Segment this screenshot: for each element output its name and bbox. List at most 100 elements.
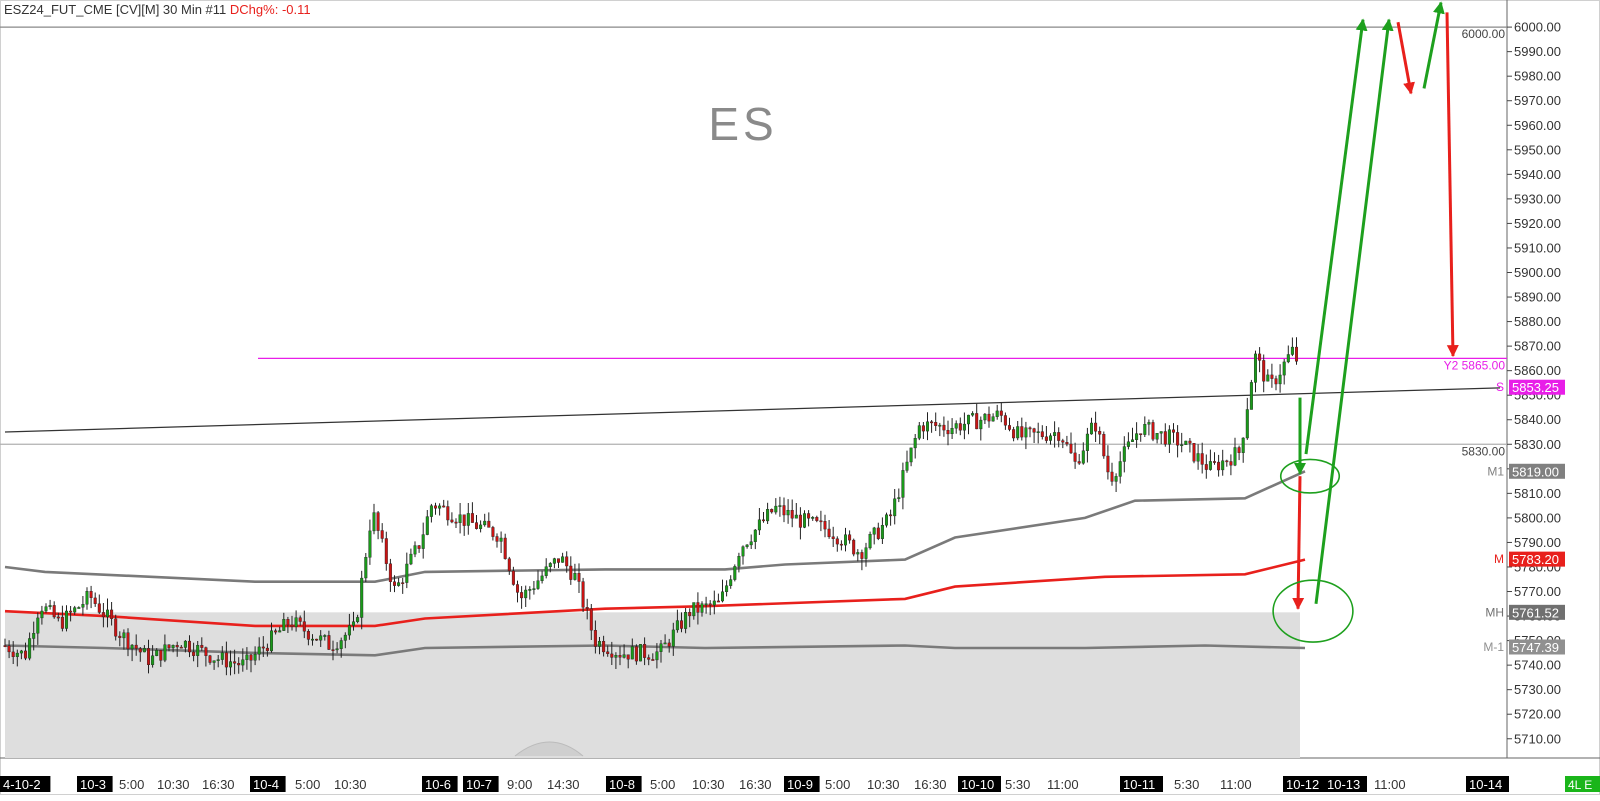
candle-body <box>885 514 889 526</box>
candle-body <box>216 659 220 661</box>
candle-body <box>967 414 971 425</box>
candle-body <box>454 521 458 524</box>
candle-body <box>77 607 81 609</box>
candle-body <box>815 517 819 521</box>
candle-body <box>1147 422 1151 425</box>
candle-body <box>384 538 388 564</box>
candle-body <box>528 589 532 591</box>
x-date-box <box>422 776 458 792</box>
candle-body <box>368 530 372 558</box>
candle-body <box>1221 460 1225 471</box>
candle-body <box>946 430 950 435</box>
candle-body <box>155 650 159 657</box>
candle-body <box>577 573 581 582</box>
candle-body <box>930 421 934 424</box>
candle-body <box>425 516 429 535</box>
y-tick-label: 5960.00 <box>1514 118 1561 133</box>
candle-body <box>1171 429 1175 433</box>
y-tick-label: 5870.00 <box>1514 339 1561 354</box>
candle-body <box>372 512 376 532</box>
candle-body <box>901 470 905 498</box>
candle-body <box>835 538 839 545</box>
candle-body <box>220 652 224 660</box>
candle-body <box>1053 432 1057 436</box>
x-date-label: 10-7 <box>466 777 492 792</box>
candle-body <box>958 423 962 431</box>
candle-body <box>118 635 122 638</box>
candle-body <box>69 610 73 613</box>
candle-body <box>1225 460 1229 463</box>
candle-body <box>593 630 597 647</box>
candle-body <box>675 620 679 631</box>
candle-body <box>1266 374 1270 382</box>
candle-body <box>536 580 540 589</box>
candle-body <box>315 638 319 641</box>
candle-body <box>848 534 852 541</box>
candle-body <box>1098 431 1102 435</box>
candle-body <box>749 541 753 546</box>
series-line-m1 <box>4 470 1306 583</box>
candle-body <box>257 646 261 655</box>
candle-body <box>954 423 958 429</box>
candle-body <box>917 425 921 439</box>
x-time-label: 5:00 <box>825 777 850 792</box>
candle-body <box>565 556 569 567</box>
candle-body <box>1282 361 1286 376</box>
candle-body <box>909 447 913 463</box>
candle-body <box>798 514 802 528</box>
candle-body <box>839 543 843 546</box>
candle-body <box>507 558 511 572</box>
price-tag-box <box>1509 639 1565 655</box>
x-date-label: 4-10-2 <box>3 777 41 792</box>
x-time-label: 16:30 <box>739 777 772 792</box>
price-tag-value: 5819.00 <box>1512 464 1559 479</box>
candle-body <box>999 410 1003 416</box>
candle-body <box>7 645 11 653</box>
candle-body <box>610 653 614 658</box>
candle-body <box>983 413 987 421</box>
price-tag-box <box>1509 604 1565 620</box>
candle-body <box>762 519 766 522</box>
candle-body <box>64 610 68 629</box>
candle-body <box>643 644 647 658</box>
y-tick-label: 5770.00 <box>1514 584 1561 599</box>
candle-body <box>893 498 897 517</box>
candle-body <box>179 646 183 649</box>
candle-body <box>786 510 790 516</box>
candle-body <box>101 612 105 618</box>
candle-body <box>516 584 520 593</box>
candle-body <box>1278 374 1282 385</box>
candle-body <box>56 616 60 619</box>
candle-body <box>1188 440 1192 444</box>
y-tick-label: 5910.00 <box>1514 240 1561 255</box>
candle-body <box>3 645 7 647</box>
candle-body <box>138 648 142 653</box>
candle-body <box>429 505 433 517</box>
y-tick-label: 5830.00 <box>1514 437 1561 452</box>
candle-body <box>298 617 302 622</box>
candle-body <box>905 461 909 471</box>
x-date-label: 10-6 <box>425 777 451 792</box>
candle-body <box>598 641 602 647</box>
candle-body <box>1094 422 1098 432</box>
candle-body <box>737 556 741 567</box>
candle-body <box>655 651 659 661</box>
y-tick-label: 5940.00 <box>1514 167 1561 182</box>
candle-body <box>688 612 692 617</box>
candle-body <box>774 505 778 513</box>
candle-body <box>306 631 310 640</box>
price-tag-prefix: M <box>1494 552 1504 566</box>
y-tick-label: 5710.00 <box>1514 731 1561 746</box>
x-time-label: 11:00 <box>1047 777 1079 792</box>
candle-body <box>544 566 548 577</box>
candle-body <box>1286 354 1290 363</box>
candle-body <box>483 520 487 526</box>
candle-body <box>40 610 44 619</box>
candle-body <box>413 545 417 555</box>
green-circle <box>1279 458 1341 494</box>
candle-body <box>261 646 265 649</box>
candle-body <box>532 588 536 590</box>
candle-body <box>159 650 163 661</box>
